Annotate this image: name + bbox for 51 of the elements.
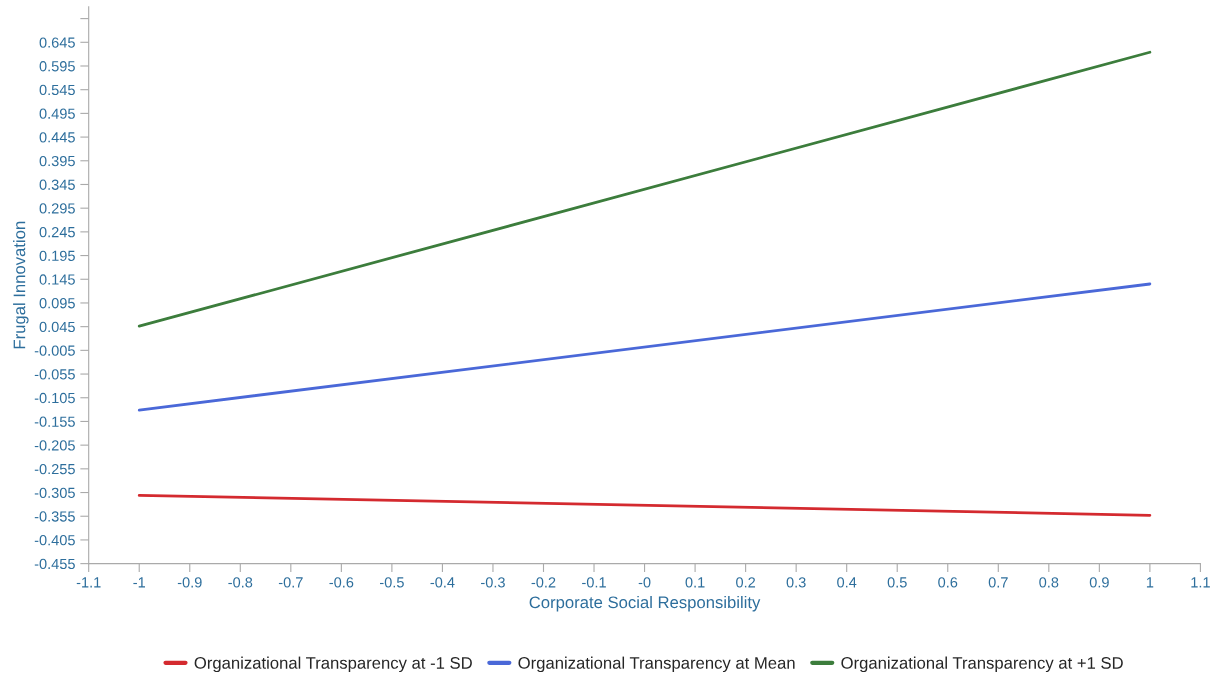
x-tick-label: -0.1 bbox=[582, 577, 606, 588]
y-tick-label: -0.205 bbox=[34, 440, 75, 451]
x-tick-label: -0.8 bbox=[228, 577, 253, 588]
x-tick-label: -0.2 bbox=[531, 577, 556, 588]
y-tick-label: 0.145 bbox=[39, 274, 75, 285]
y-tick-label: -0.355 bbox=[34, 511, 75, 522]
x-tick-label: 0.5 bbox=[887, 577, 907, 588]
x-tick-label: 0.2 bbox=[736, 577, 756, 588]
y-tick-label: -0.405 bbox=[34, 535, 75, 546]
y-tick-label: -0.005 bbox=[34, 345, 75, 356]
y-tick-label: -0.055 bbox=[34, 369, 75, 380]
y-tick-label: 0.295 bbox=[39, 203, 75, 214]
x-tick-label: -0.4 bbox=[430, 577, 455, 588]
x-tick-label: -0 bbox=[638, 577, 651, 588]
x-tick-label: -0.6 bbox=[329, 577, 354, 588]
y-tick-label: -0.255 bbox=[34, 463, 75, 475]
x-tick-label: 0.4 bbox=[837, 577, 857, 588]
y-tick-label: 0.545 bbox=[39, 84, 75, 96]
y-tick-label: 0.045 bbox=[39, 321, 75, 333]
y-tick-label: 0.595 bbox=[39, 61, 75, 72]
y-tick-label: 0.395 bbox=[39, 155, 75, 167]
y-tick-label: 0.345 bbox=[39, 179, 75, 190]
legend-label: Organizational Transparency at +1 SD bbox=[841, 656, 1123, 673]
x-tick-label: 1 bbox=[1146, 577, 1154, 588]
y-tick-label: -0.305 bbox=[34, 487, 75, 498]
x-tick-label: 0.6 bbox=[938, 577, 958, 588]
legend-label: Organizational Transparency at Mean bbox=[518, 656, 795, 673]
x-axis-title: Corporate Social Responsibility bbox=[529, 595, 761, 612]
x-tick-label: -0.3 bbox=[481, 577, 505, 588]
x-tick-label: 0.1 bbox=[685, 577, 705, 588]
y-axis-title: Frugal Innovation bbox=[13, 221, 29, 349]
x-tick-label: -1 bbox=[133, 577, 145, 588]
x-tick-label: -0.7 bbox=[278, 577, 303, 588]
x-tick-label: -1.1 bbox=[76, 577, 101, 588]
y-tick-label: 0.645 bbox=[39, 37, 75, 48]
x-tick-label: 0.8 bbox=[1039, 577, 1059, 588]
x-tick-label: -0.9 bbox=[177, 577, 202, 588]
y-tick-label: -0.105 bbox=[34, 392, 75, 404]
x-tick-label: 1.1 bbox=[1191, 577, 1210, 588]
y-tick-label: 0.245 bbox=[39, 226, 75, 238]
x-tick-label: 0.3 bbox=[786, 577, 806, 588]
y-tick-label: 0.095 bbox=[39, 298, 75, 309]
x-tick-label: -0.5 bbox=[379, 577, 404, 588]
y-tick-label: -0.155 bbox=[34, 416, 75, 427]
y-tick-label: 0.445 bbox=[39, 132, 75, 143]
legend-label: Organizational Transparency at -1 SD bbox=[194, 656, 472, 673]
x-tick-label: 0.9 bbox=[1089, 577, 1109, 588]
y-tick-label: 0.495 bbox=[39, 108, 75, 119]
x-tick-label: 0.7 bbox=[988, 577, 1008, 588]
y-tick-label: 0.195 bbox=[39, 250, 75, 261]
y-tick-label: -0.455 bbox=[34, 558, 75, 570]
